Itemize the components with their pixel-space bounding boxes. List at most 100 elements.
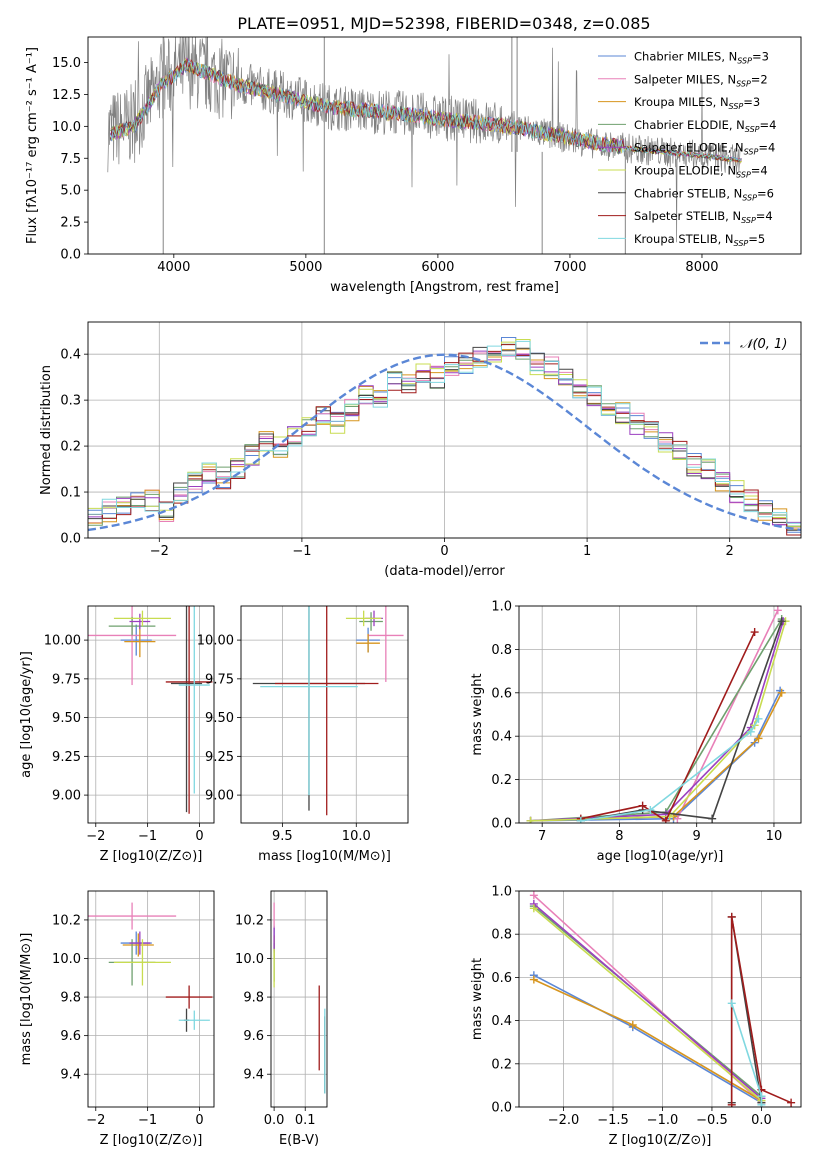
spectrum-xtick-label: 4000 (157, 260, 190, 275)
residuals-xtick-label: 1 (583, 544, 591, 559)
age-vs-Z-xtick-label: −2 (86, 829, 105, 844)
weight-vs-age-series-line (580, 631, 756, 822)
weight-vs-Z-point-marker (727, 999, 736, 1008)
age-vs-Z-plot-area (88, 606, 213, 814)
residuals-ytick-label: 0.1 (60, 486, 81, 501)
mass-vs-Z-frame (87, 890, 215, 1108)
mass-vs-Z-ytick-label: 9.6 (60, 1029, 81, 1044)
weight-vs-age-ytick-label: 0.6 (491, 686, 512, 701)
weight-vs-age-ylabel: mass weight (470, 673, 485, 755)
residuals-axes: −2 −1 0 1 2 0.0 0.1 0.2 0.3 0.4 (data-model)/error… (39, 321, 802, 579)
residuals-xlabel: (data-model)/error (384, 564, 505, 579)
weight-vs-Z-ytick-label: 0.8 (491, 928, 512, 943)
mass-vs-EBV-axes: 0.0 0.1 9.4 9.6 9.8 10.0 10.2 E(B-V) (235, 890, 328, 1148)
weight-vs-Z-point-marker (529, 975, 538, 984)
weight-vs-Z-xtick-label: 0.0 (751, 1113, 772, 1128)
spectrum-plot-area (107, 37, 742, 254)
spectrum-ytick-label: 0.0 (60, 248, 81, 263)
residuals-xtick-label: 2 (726, 544, 734, 559)
weight-vs-Z-xtick-label: −0.5 (696, 1113, 728, 1128)
weight-vs-age-ytick-label: 0.2 (491, 773, 512, 788)
weight-vs-age-xtick-label: 10 (766, 829, 783, 844)
age-vs-mass-xtick-label: 10.0 (342, 829, 371, 844)
spectrum-ytick-label: 2.5 (60, 216, 81, 231)
spectrum-xtick-label: 5000 (289, 260, 322, 275)
weight-vs-age-ytick-label: 0.4 (491, 730, 512, 745)
age-vs-mass-xlabel: mass [log10(M/M⊙)] (258, 849, 391, 864)
weight-vs-age-point-marker (746, 727, 755, 736)
weight-vs-Z-xtick-label: −1.0 (647, 1113, 679, 1128)
residual-legend-label: 𝒩(0, 1) (740, 337, 787, 352)
residuals-ytick-label: 0.3 (60, 394, 81, 409)
residuals-xtick-label: 0 (440, 544, 448, 559)
spectrum-axes: 4000 5000 6000 7000 8000 0.0 2.5 5.0 7.5 10.0 12.5… (25, 36, 802, 295)
weight-vs-Z-series-line (730, 916, 792, 1105)
age-vs-Z-ytick-label: 9.50 (52, 711, 81, 726)
legend-label: Salpeter ELODIE, NSSP=4 (634, 141, 775, 157)
legend-label: Kroupa ELODIE, NSSP=4 (634, 164, 768, 180)
mass-vs-Z-xlabel: Z [log10(Z/Z⊙)] (100, 1133, 203, 1148)
weight-vs-Z-ytick-label: 0.6 (491, 971, 512, 986)
age-vs-mass-frame (240, 605, 409, 824)
weight-vs-age-point-marker (754, 734, 763, 743)
residuals-frame (87, 321, 802, 539)
age-vs-Z-ytick-label: 9.75 (52, 672, 81, 687)
weight-vs-age-xlabel: age [log10(age/yr)] (597, 849, 724, 864)
residuals-xtick-label: −1 (292, 544, 311, 559)
age-vs-Z-xtick-label: −1 (138, 829, 157, 844)
spectrum-ytick-label: 5.0 (60, 184, 81, 199)
mass-vs-EBV-ytick-label: 9.6 (243, 1029, 264, 1044)
weight-vs-age-point-marker (638, 801, 647, 810)
age-vs-mass-axes: 9.5 10.0 9.00 9.25 9.50 9.75 10.00 mass [log10(… (197, 605, 409, 864)
age-vs-mass-plot-area (252, 606, 404, 816)
weight-vs-Z-xlabel: Z [log10(Z/Z⊙)] (609, 1133, 712, 1148)
age-vs-Z-ylabel: age [log10(age/yr)] (19, 651, 34, 778)
age-vs-mass-ytick-label: 9.00 (205, 789, 234, 804)
weight-vs-age-xtick-label: 7 (538, 829, 546, 844)
weight-vs-age-point-marker (773, 606, 782, 615)
weight-vs-age-series-line (580, 620, 783, 822)
weight-vs-Z-ytick-label: 0.0 (491, 1101, 512, 1116)
spectrum-xlabel: wavelength [Angstrom, rest frame] (330, 280, 559, 295)
weight-vs-age-point-marker (777, 617, 786, 626)
mass-vs-EBV-frame (270, 890, 328, 1108)
mass-vs-Z-xtick-label: 0 (195, 1113, 203, 1128)
weight-vs-Z-point-marker (727, 912, 736, 921)
weight-vs-Z-point-marker (529, 891, 538, 900)
weight-vs-age-point-marker (576, 816, 585, 823)
weight-vs-age-frame (518, 605, 802, 824)
weight-vs-Z-frame (518, 890, 802, 1108)
age-vs-mass-ytick-label: 9.75 (205, 672, 234, 687)
legend-label: Chabrier STELIB, NSSP=6 (634, 186, 774, 202)
mass-vs-Z-ytick-label: 9.8 (60, 991, 81, 1006)
weight-vs-Z-xtick-label: −2.0 (548, 1113, 580, 1128)
weight-vs-Z-ytick-label: 0.2 (491, 1057, 512, 1072)
weight-vs-age-axes: 7 8 9 10 0.0 0.2 0.4 0.6 0.8 1.0 age [log10(age/yr… (470, 600, 802, 864)
mass-vs-Z-ytick-label: 9.4 (60, 1068, 81, 1083)
weight-vs-Z-ylabel: mass weight (470, 958, 485, 1040)
mass-vs-EBV-xtick-label: 0.1 (295, 1113, 316, 1128)
age-vs-Z-ytick-label: 9.25 (52, 750, 81, 765)
weight-vs-age-xtick-label: 9 (693, 829, 701, 844)
residual-histogram (88, 340, 801, 524)
residuals-ytick-label: 0.0 (60, 532, 81, 547)
mass-vs-Z-ylabel: mass [log10(M/M⊙)] (19, 933, 34, 1066)
mass-vs-EBV-xtick-label: 0.0 (264, 1113, 285, 1128)
weight-vs-Z-ytick-label: 1.0 (491, 885, 512, 900)
weight-vs-Z-xtick-label: −1.5 (597, 1113, 629, 1128)
age-vs-Z-frame (87, 605, 215, 824)
legend-label: Kroupa MILES, NSSP=3 (634, 95, 760, 111)
mass-vs-EBV-xlabel: E(B-V) (279, 1133, 319, 1148)
residuals-xtick-label: −2 (150, 544, 169, 559)
spectrum-ytick-label: 12.5 (52, 88, 81, 103)
spectrum-xtick-label: 7000 (553, 260, 586, 275)
age-vs-mass-ytick-label: 9.50 (205, 711, 234, 726)
weight-vs-age-series-line (530, 692, 783, 822)
legend-label: Salpeter MILES, NSSP=2 (634, 72, 768, 88)
weight-vs-age-point-marker (526, 816, 535, 823)
legend-label: Salpeter STELIB, NSSP=4 (634, 209, 773, 225)
spectrum-ytick-label: 10.0 (52, 120, 81, 135)
weight-vs-Z-series-line (533, 907, 762, 1102)
weight-vs-Z-point-marker (529, 904, 538, 913)
